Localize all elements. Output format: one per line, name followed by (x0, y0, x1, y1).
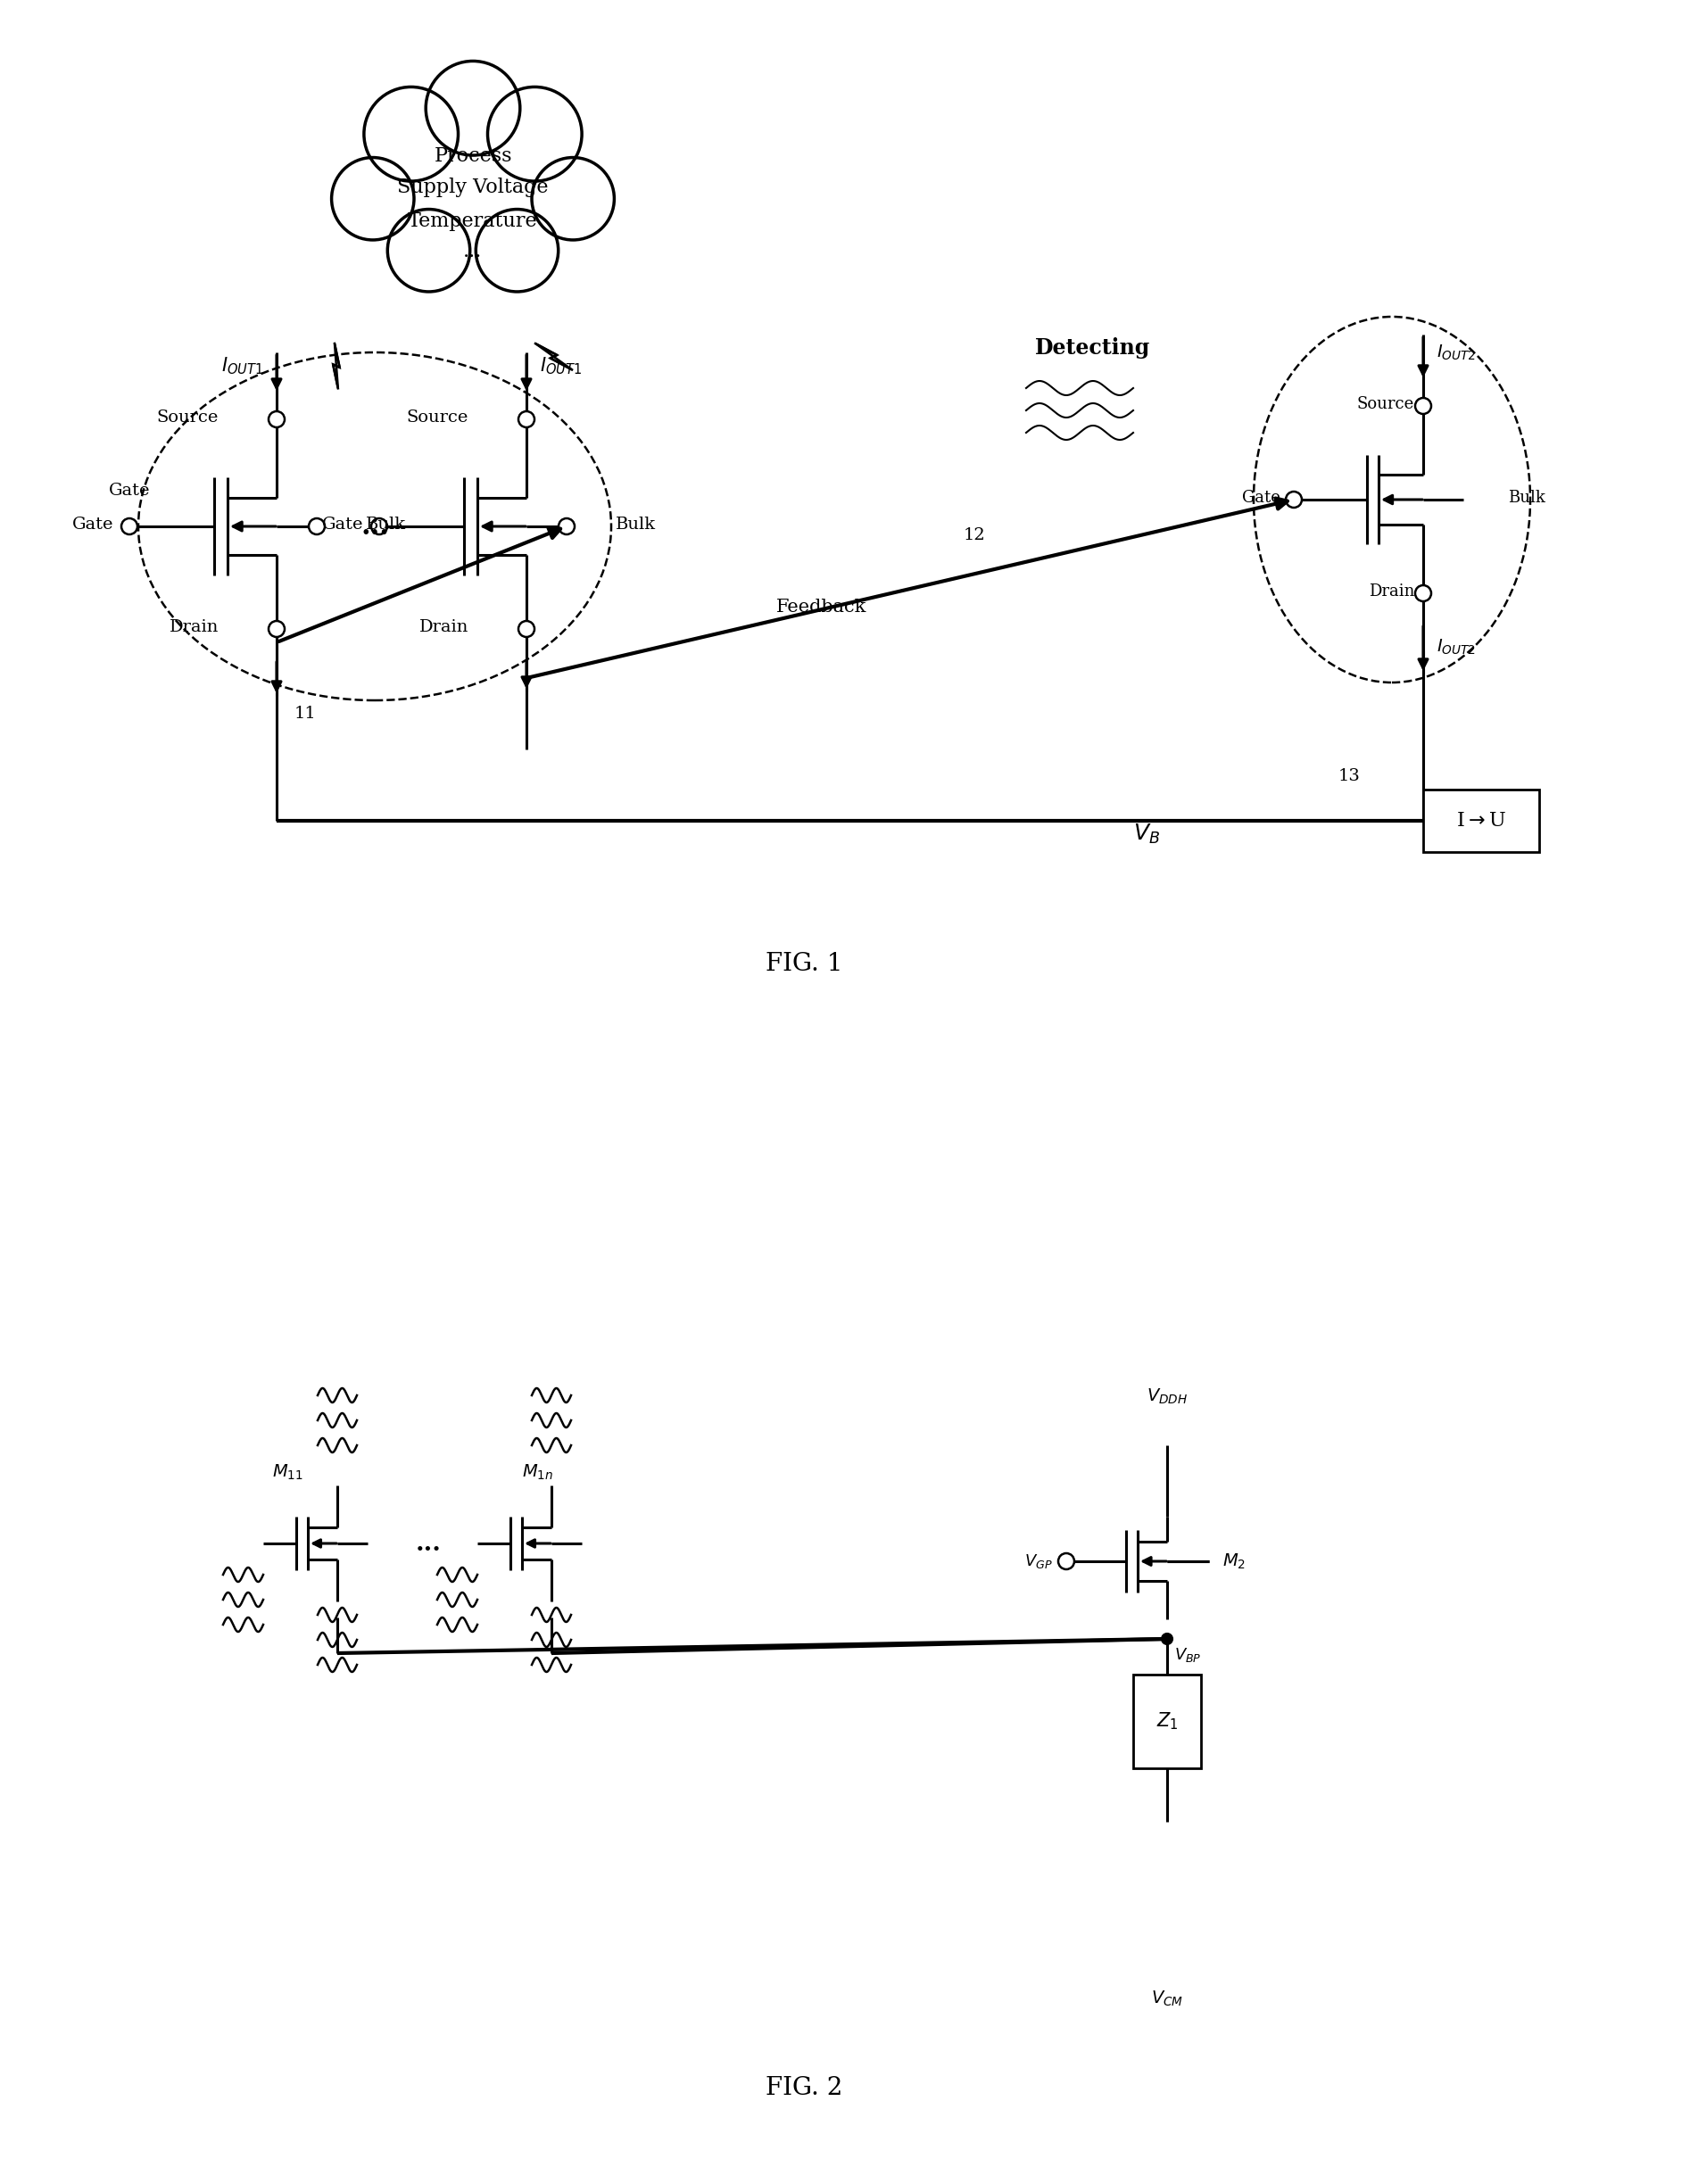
Text: $I_{OUT2}$: $I_{OUT2}$ (1437, 343, 1476, 363)
Text: Gate: Gate (1243, 489, 1280, 507)
Circle shape (363, 87, 458, 181)
Circle shape (121, 518, 138, 535)
Text: $V_B$: $V_B$ (1133, 823, 1160, 845)
Text: Source: Source (1357, 395, 1414, 413)
Text: FIG. 2: FIG. 2 (766, 2075, 842, 2099)
Text: 11: 11 (294, 705, 316, 721)
Text: Temperature: Temperature (408, 212, 538, 232)
Text: Gate: Gate (109, 483, 149, 498)
Text: Drain: Drain (419, 618, 469, 636)
Text: Bulk: Bulk (616, 518, 655, 533)
Text: $V_{BP}$: $V_{BP}$ (1175, 1647, 1202, 1664)
Circle shape (559, 518, 574, 535)
Circle shape (372, 518, 387, 535)
Circle shape (309, 518, 324, 535)
Circle shape (518, 411, 535, 428)
Text: Drain: Drain (170, 618, 219, 636)
Text: ...: ... (416, 1531, 441, 1555)
Circle shape (531, 157, 615, 240)
Text: Drain: Drain (1369, 583, 1414, 601)
Text: ...: ... (360, 513, 389, 539)
Circle shape (487, 87, 582, 181)
Text: Source: Source (406, 411, 469, 426)
Circle shape (1161, 1634, 1172, 1645)
Text: $I_{OUT1}$: $I_{OUT1}$ (540, 356, 582, 376)
Text: 12: 12 (964, 526, 987, 544)
Bar (1423, 791, 1538, 852)
Circle shape (475, 210, 559, 293)
Circle shape (518, 620, 535, 638)
Text: Bulk: Bulk (365, 518, 406, 533)
Circle shape (1285, 491, 1302, 507)
Text: FIG. 1: FIG. 1 (766, 952, 842, 976)
Text: Gate: Gate (321, 518, 363, 533)
Text: $V_{CM}$: $V_{CM}$ (1151, 1990, 1184, 2007)
Text: I$\rightarrow$U: I$\rightarrow$U (1457, 810, 1506, 830)
Text: Detecting: Detecting (1036, 336, 1150, 358)
Circle shape (1058, 1553, 1075, 1570)
Text: Source: Source (156, 411, 219, 426)
Text: $M_{11}$: $M_{11}$ (272, 1463, 304, 1481)
Text: $V_{GP}$: $V_{GP}$ (1024, 1553, 1053, 1570)
Bar (1133, 1675, 1200, 1769)
Circle shape (268, 620, 285, 638)
Circle shape (1414, 397, 1431, 415)
Text: $M_{1n}$: $M_{1n}$ (521, 1463, 554, 1481)
Circle shape (426, 61, 520, 155)
Text: ...: ... (464, 242, 482, 262)
Text: Gate: Gate (71, 518, 114, 533)
Text: $V_{DDH}$: $V_{DDH}$ (1146, 1387, 1187, 1406)
Text: $I_{OUT2}$: $I_{OUT2}$ (1437, 638, 1476, 657)
Text: Process: Process (435, 146, 511, 166)
Text: $M_2$: $M_2$ (1223, 1553, 1246, 1570)
Text: $I_{OUT1}$: $I_{OUT1}$ (221, 356, 263, 376)
Circle shape (331, 157, 414, 240)
Text: Feedback: Feedback (776, 598, 866, 616)
Text: Bulk: Bulk (1508, 489, 1545, 507)
Circle shape (387, 210, 470, 293)
Text: Supply Voltage: Supply Voltage (397, 177, 548, 197)
Circle shape (1414, 585, 1431, 601)
Circle shape (268, 411, 285, 428)
Text: 13: 13 (1338, 769, 1360, 784)
Text: $Z_1$: $Z_1$ (1156, 1710, 1178, 1732)
